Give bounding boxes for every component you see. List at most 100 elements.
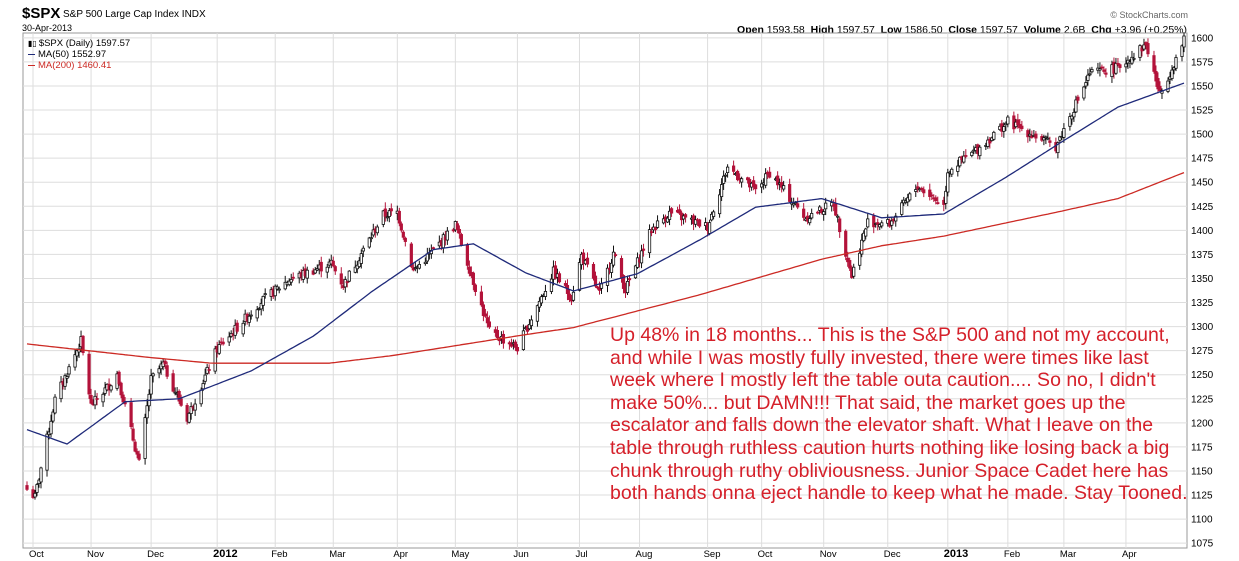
candle-body: [880, 222, 884, 227]
candle-body: [1116, 62, 1120, 65]
candle-body: [852, 266, 856, 277]
candle-body: [794, 202, 798, 205]
candle-body: [1130, 56, 1134, 64]
y-tick-label: 1525: [1191, 106, 1214, 117]
candle-body: [818, 206, 822, 211]
candle-body: [1158, 85, 1162, 91]
candle-body: [375, 226, 379, 234]
candle-body: [866, 218, 870, 228]
candle-body: [95, 398, 99, 400]
candle-body: [782, 185, 786, 190]
candle-body: [451, 229, 455, 232]
candle-body: [920, 187, 924, 190]
candle-body: [1056, 142, 1060, 154]
candle-body: [1074, 99, 1078, 113]
candle-body: [1140, 47, 1144, 52]
x-tick-label: Feb: [1004, 549, 1020, 560]
candle-body: [858, 252, 862, 266]
candle-body: [431, 247, 435, 250]
candle-body: [409, 243, 413, 267]
candle-body: [397, 210, 401, 224]
candle-body: [89, 394, 93, 404]
candle-body: [203, 374, 207, 382]
y-tick-label: 1225: [1191, 394, 1214, 405]
candle-body: [53, 396, 57, 414]
candle-body: [1142, 44, 1146, 50]
candle-body: [627, 278, 632, 281]
candle-body: [1124, 63, 1128, 68]
y-tick-label: 1300: [1191, 322, 1214, 333]
candle-body: [345, 281, 349, 284]
y-tick-label: 1075: [1191, 539, 1214, 550]
candle-body: [669, 208, 674, 214]
candle-body: [810, 212, 814, 219]
candle-body: [553, 265, 558, 279]
candle-body: [273, 285, 277, 297]
candle-body: [45, 433, 49, 471]
candle-body: [625, 281, 630, 294]
candle-body: [383, 208, 387, 217]
candle-body: [1006, 116, 1010, 125]
candle-body: [187, 412, 191, 423]
candle-body: [796, 203, 800, 208]
candle-body: [35, 484, 39, 493]
candle-body: [633, 265, 638, 279]
y-tick-label: 1250: [1191, 370, 1214, 381]
y-tick-label: 1425: [1191, 202, 1214, 213]
candle-body: [557, 273, 562, 283]
candle-body: [103, 387, 107, 394]
candle-body: [137, 453, 141, 460]
candle-body: [417, 264, 421, 269]
y-tick-label: 1325: [1191, 298, 1214, 309]
candle-body: [227, 336, 231, 343]
candle-body: [387, 210, 391, 217]
candle-body: [287, 280, 291, 286]
y-tick-label: 1275: [1191, 346, 1214, 357]
candle-body: [529, 319, 534, 327]
candle-body: [764, 173, 768, 186]
candle-body: [711, 211, 716, 217]
candle-body: [930, 194, 934, 197]
candle-body: [844, 230, 848, 257]
candle-body: [1042, 137, 1046, 141]
candle-body: [283, 281, 287, 290]
annotation-text: Up 48% in 18 months... This is the S&P 5…: [610, 324, 1188, 505]
candle-body: [259, 303, 263, 310]
candle-body: [221, 341, 225, 345]
candle-body: [585, 257, 590, 265]
y-tick-label: 1600: [1191, 33, 1214, 44]
candle-body: [51, 411, 55, 422]
candle-body: [639, 250, 644, 264]
candle-body: [754, 184, 758, 190]
candle-body: [1138, 45, 1142, 58]
candle-body: [988, 138, 992, 144]
ma200-line: [26, 171, 1185, 364]
candle-body: [1146, 43, 1150, 55]
x-tick-label: Nov: [820, 549, 837, 560]
candle-body: [339, 273, 343, 285]
candle-body: [549, 278, 554, 292]
candle-body: [485, 317, 489, 324]
candle-body: [992, 131, 996, 140]
candle-body: [145, 405, 149, 419]
candle-body: [964, 155, 968, 157]
candle-body: [768, 171, 772, 178]
candle-body: [33, 492, 37, 498]
candle-body: [846, 257, 850, 263]
x-tick-label: Oct: [29, 549, 44, 560]
candle-body: [950, 168, 954, 175]
candle-body: [571, 291, 576, 301]
candle-body: [1104, 72, 1108, 75]
candle-body: [593, 275, 598, 287]
candle-body: [958, 156, 962, 167]
candle-body: [922, 189, 926, 194]
candle-body: [641, 248, 646, 251]
candle-body: [667, 210, 672, 220]
candle-body: [39, 467, 43, 483]
candle-body: [467, 266, 471, 274]
candle-body: [179, 398, 183, 406]
candle-body: [193, 403, 197, 411]
candle-body: [49, 420, 53, 435]
candle-body: [1058, 136, 1062, 141]
